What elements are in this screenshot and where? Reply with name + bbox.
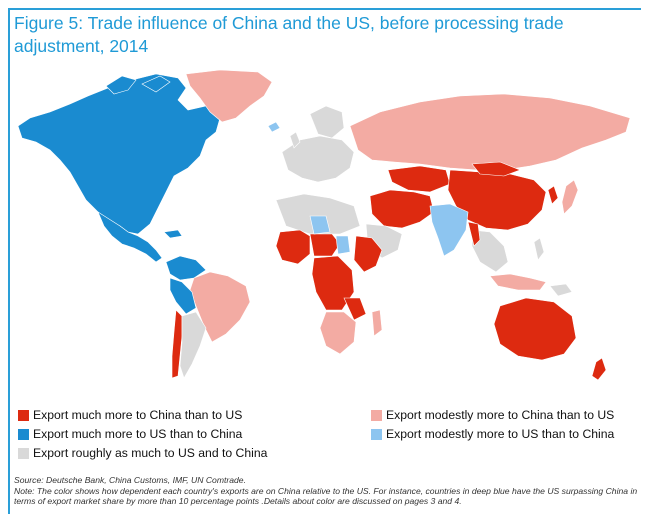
region-north-africa xyxy=(275,193,361,235)
region-philippines xyxy=(533,237,545,261)
legend-swatch-china-much xyxy=(18,409,29,421)
legend-item-roughly: Export roughly as much to US and to Chin… xyxy=(18,446,267,460)
region-iceland xyxy=(267,121,281,133)
region-central-asia xyxy=(387,165,451,193)
legend-item-china-much: Export much more to China than to US xyxy=(18,408,242,422)
legend: Export much more to China than to US Exp… xyxy=(18,408,638,468)
legend-swatch-us-much xyxy=(18,428,29,440)
region-australia xyxy=(493,297,577,361)
region-europe xyxy=(281,135,355,183)
region-scandinavia xyxy=(309,105,345,139)
region-southeast-asia xyxy=(471,229,509,273)
region-central-africa xyxy=(311,255,355,311)
source-note: Source: Deutsche Bank, China Customs, IM… xyxy=(14,475,639,507)
region-mongolia xyxy=(471,161,521,177)
region-chad xyxy=(335,235,351,255)
legend-item-china-modest: Export modestly more to China than to US xyxy=(371,408,614,422)
legend-item-us-modest: Export modestly more to US than to China xyxy=(371,427,614,441)
region-uk xyxy=(289,131,301,149)
region-nw-south-america xyxy=(165,255,207,281)
legend-label-china-much: Export much more to China than to US xyxy=(33,408,243,422)
region-madagascar xyxy=(371,309,383,337)
region-peru xyxy=(169,277,197,315)
region-korea xyxy=(547,185,559,205)
region-greenland xyxy=(185,69,273,123)
region-japan xyxy=(561,179,579,215)
legend-label-roughly: Export roughly as much to US and to Chin… xyxy=(33,446,268,460)
region-argentina xyxy=(179,311,207,379)
figure-frame xyxy=(8,8,641,514)
region-caribbean xyxy=(163,229,183,239)
region-mexico xyxy=(97,211,163,263)
note-text: Note: The color shows how dependent each… xyxy=(14,485,638,507)
legend-label-china-modest: Export modestly more to China than to US xyxy=(386,408,615,422)
region-southern-africa xyxy=(319,311,357,355)
region-russia xyxy=(349,93,631,171)
figure-title: Figure 5: Trade influence of China and t… xyxy=(14,13,564,56)
region-india xyxy=(429,203,469,257)
source-text: Source: Deutsche Bank, China Customs, IM… xyxy=(14,475,246,485)
region-west-africa xyxy=(275,229,311,265)
legend-label-us-much: Export much more to US than to China xyxy=(33,427,243,441)
region-myanmar xyxy=(467,221,481,247)
region-middle-east xyxy=(369,189,435,229)
legend-swatch-roughly xyxy=(18,447,29,459)
legend-item-us-much: Export much more to US than to China xyxy=(18,427,242,441)
legend-swatch-china-modest xyxy=(371,409,382,421)
legend-label-us-modest: Export modestly more to US than to China xyxy=(386,427,615,441)
region-east-africa xyxy=(353,235,383,273)
region-papua xyxy=(549,283,573,297)
region-sahel xyxy=(309,233,341,257)
region-niger xyxy=(309,215,331,235)
region-indonesia xyxy=(489,273,547,291)
region-new-zealand xyxy=(591,357,607,381)
region-north-america xyxy=(17,73,221,235)
legend-swatch-us-modest xyxy=(371,428,382,440)
region-arctic-islands xyxy=(105,75,171,95)
region-zambia xyxy=(343,297,367,321)
world-map xyxy=(17,69,631,381)
